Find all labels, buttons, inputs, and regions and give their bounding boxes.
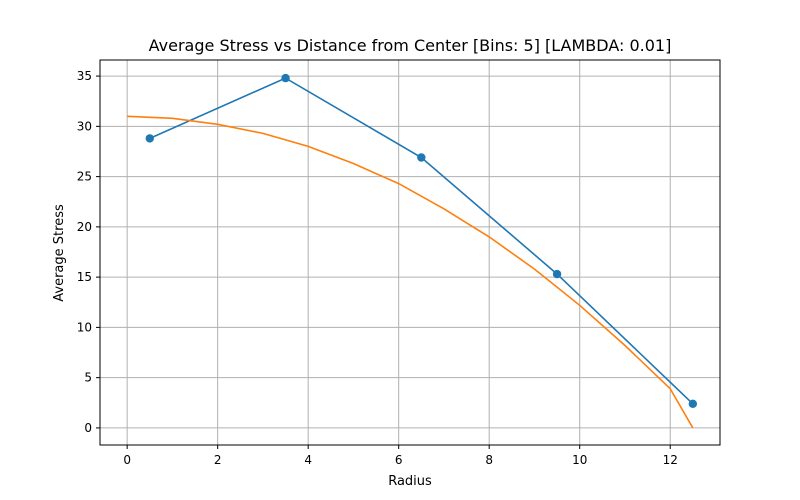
y-tick-label: 5 bbox=[84, 371, 92, 385]
x-tick-label: 4 bbox=[304, 453, 312, 467]
grid bbox=[100, 60, 720, 445]
y-tick-label: 10 bbox=[77, 320, 92, 334]
y-tick-label: 20 bbox=[77, 220, 92, 234]
x-tick-label: 10 bbox=[572, 453, 587, 467]
x-tick-label: 8 bbox=[485, 453, 493, 467]
y-tick-label: 30 bbox=[77, 119, 92, 133]
x-tick-label: 2 bbox=[214, 453, 222, 467]
x-tick-label: 6 bbox=[395, 453, 403, 467]
y-tick-label: 0 bbox=[84, 421, 92, 435]
y-tick-label: 35 bbox=[77, 69, 92, 83]
y-axis-label: Average Stress bbox=[52, 204, 67, 302]
y-tick-label: 25 bbox=[77, 170, 92, 184]
series-layer bbox=[127, 73, 698, 429]
chart-title: Average Stress vs Distance from Center [… bbox=[149, 36, 672, 55]
series-2-line bbox=[127, 115, 694, 429]
x-tick-label: 0 bbox=[123, 453, 131, 467]
plot-frame bbox=[99, 59, 721, 446]
series-1-point bbox=[145, 134, 154, 143]
x-tick-label: 12 bbox=[663, 453, 678, 467]
series-1-point bbox=[417, 153, 426, 162]
series-1-point bbox=[688, 399, 698, 408]
x-axis-label: Radius bbox=[388, 474, 432, 489]
series-1-point bbox=[281, 73, 290, 83]
y-tick-label: 15 bbox=[77, 270, 92, 284]
ticks-layer: 0 2 4 6 8 10 12 0 5 10 15 20 25 30 35 bbox=[77, 69, 678, 467]
series-1-point bbox=[552, 269, 562, 279]
